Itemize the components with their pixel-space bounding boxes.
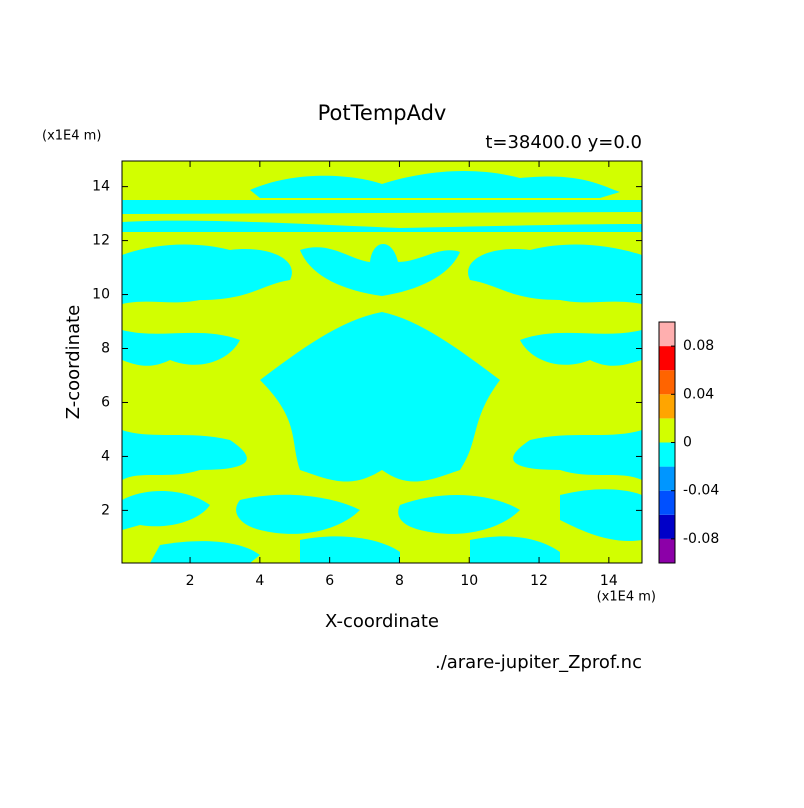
colorbar-bin — [659, 466, 675, 491]
colorbar-bin — [659, 514, 675, 539]
x-tick-label: 14 — [600, 573, 618, 589]
colorbar-bin — [659, 538, 675, 563]
negative-regions — [122, 171, 642, 563]
x-axis-label: X-coordinate — [325, 611, 439, 632]
y-unit: (x1E4 m) — [42, 129, 101, 144]
chart-subtitle: t=38400.0 y=0.0 — [485, 132, 642, 153]
x-unit: (x1E4 m) — [597, 590, 656, 605]
plot-frame — [121, 160, 643, 564]
colorbar-bin — [659, 322, 675, 347]
y-axis-label: Z-coordinate — [63, 305, 84, 420]
y-tick-label: 6 — [101, 394, 110, 410]
footer: ./arare-jupiter_Zprof.nc — [435, 652, 642, 673]
y-tick-label: 4 — [101, 448, 110, 464]
colorbar-tick-label: 0.08 — [683, 338, 714, 354]
x-tick-label: 6 — [325, 573, 334, 589]
y-tick-label: 10 — [92, 287, 110, 303]
x-tick-label: 12 — [530, 573, 548, 589]
colorbar-bin — [659, 394, 675, 419]
colorbar-tick-label: -0.08 — [683, 531, 719, 547]
colorbar-bin — [659, 370, 675, 395]
colorbar-bin — [659, 418, 675, 443]
colorbar-bin — [659, 442, 675, 467]
colorbar-bin — [659, 490, 675, 515]
x-tick-label: 8 — [395, 573, 404, 589]
axes: 2 4 6 8 10 12 14 2 4 6 8 10 12 14 — [92, 161, 642, 589]
y-tick-label: 2 — [101, 502, 110, 518]
y-tick-label: 8 — [101, 341, 110, 357]
colorbar-tick-label: 0 — [683, 435, 692, 451]
x-tick-label: 10 — [460, 573, 478, 589]
x-tick-label: 4 — [255, 573, 264, 589]
chart-title: PotTempAdv — [318, 101, 447, 125]
contour-field — [122, 161, 642, 563]
y-tick-label: 12 — [92, 233, 110, 249]
colorbar-bin — [659, 346, 675, 371]
colorbar: -0.08 -0.04 0 0.04 0.08 — [658, 321, 719, 564]
y-tick-label: 14 — [92, 179, 110, 195]
x-tick-label: 2 — [186, 573, 195, 589]
colorbar-tick-label: 0.04 — [683, 386, 714, 402]
colorbar-tick-label: -0.04 — [683, 483, 719, 499]
